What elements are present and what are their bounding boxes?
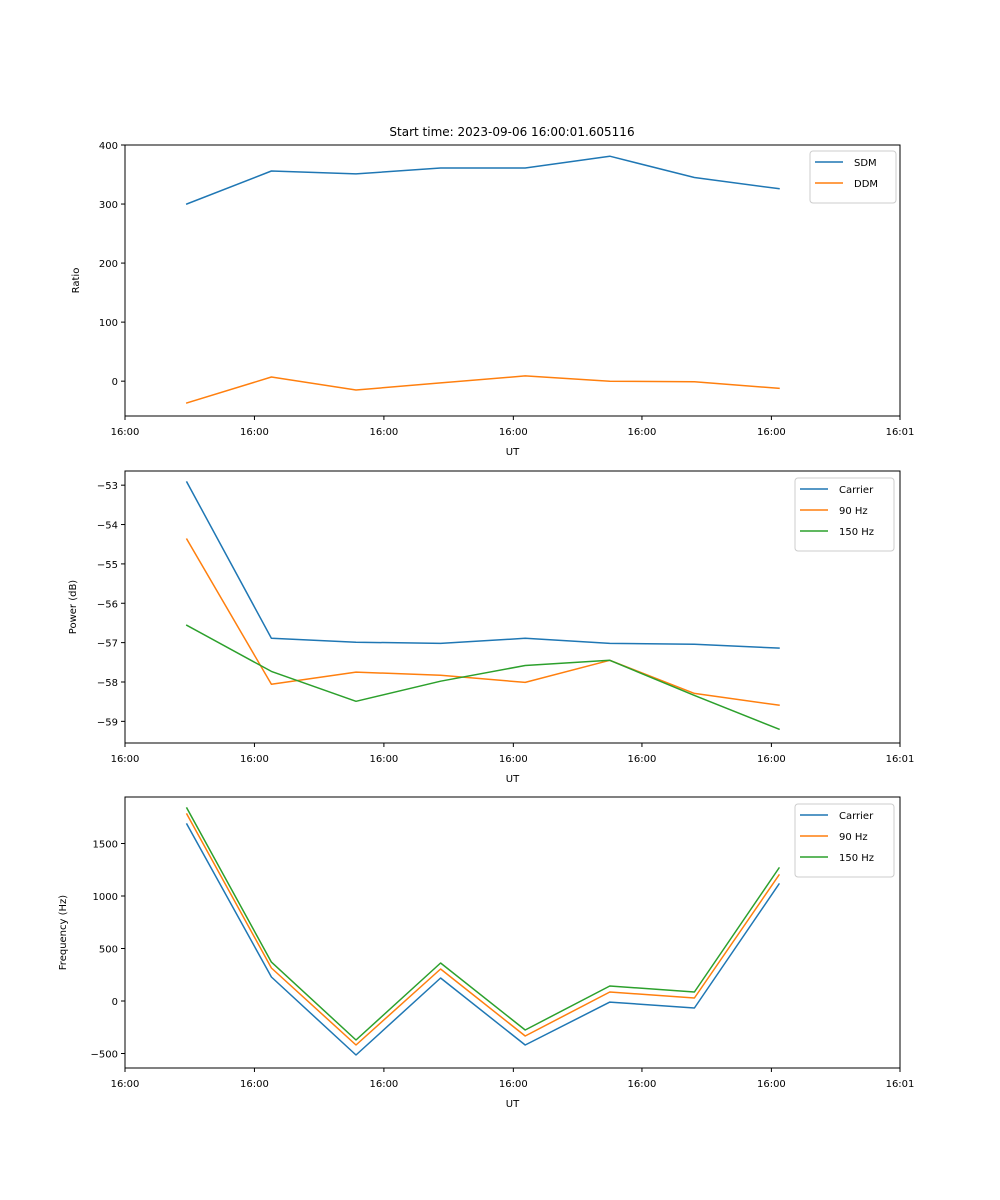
y-axis-label: Power (dB) xyxy=(68,580,79,635)
y-tick-label: −59 xyxy=(97,717,118,728)
legend-box xyxy=(794,477,895,552)
x-tick-label: 16:00 xyxy=(369,754,398,765)
legend-label: Carrier xyxy=(839,811,874,822)
legend-item-carrier: Carrier xyxy=(800,485,874,496)
legend-label: DDM xyxy=(854,179,878,190)
y-tick-label: −55 xyxy=(97,560,118,571)
y-tick-label: 200 xyxy=(99,259,118,270)
y-axis-label: Frequency (Hz) xyxy=(58,895,69,971)
legend-label: 90 Hz xyxy=(839,832,868,843)
series-line-carrier xyxy=(185,480,780,649)
x-tick-label: 16:00 xyxy=(757,427,786,438)
x-tick-label: 16:00 xyxy=(240,1079,269,1090)
legend-label: SDM xyxy=(854,158,877,169)
y-tick-label: 500 xyxy=(99,945,118,956)
legend-item-150-hz: 150 Hz xyxy=(800,853,874,864)
y-tick-label: 300 xyxy=(99,200,118,211)
x-tick-label: 16:00 xyxy=(628,1079,657,1090)
y-tick-label: 0 xyxy=(112,997,118,1008)
x-tick-label: 16:00 xyxy=(240,754,269,765)
x-axis-label: UT xyxy=(506,447,520,458)
x-tick-label: 16:01 xyxy=(886,427,915,438)
y-tick-label: −500 xyxy=(91,1050,118,1061)
legend-label: 90 Hz xyxy=(839,506,868,517)
legend-label: Carrier xyxy=(839,485,874,496)
y-tick-label: 1000 xyxy=(93,892,118,903)
y-tick-label: 1500 xyxy=(93,840,118,851)
y-tick-label: −56 xyxy=(97,599,118,610)
y-tick-label: 100 xyxy=(99,318,118,329)
legend: Carrier 90 Hz 150 Hz xyxy=(794,477,895,552)
x-axis-label: UT xyxy=(506,1099,520,1110)
x-axis-label: UT xyxy=(506,774,520,785)
y-tick-label: 0 xyxy=(112,377,118,388)
axes-frame xyxy=(124,470,901,744)
legend-item-sdm: SDM xyxy=(815,158,877,169)
legend: Carrier 90 Hz 150 Hz xyxy=(794,803,895,878)
y-tick-label: −54 xyxy=(97,521,118,532)
legend-item-90-hz: 90 Hz xyxy=(800,832,868,843)
series-line-150-hz xyxy=(185,624,780,731)
series-line-sdm xyxy=(185,155,780,205)
legend-item-150-hz: 150 Hz xyxy=(800,527,874,538)
legend-item-90-hz: 90 Hz xyxy=(800,506,868,517)
series-line-150-hz xyxy=(185,806,781,1041)
axes-frame xyxy=(124,144,901,417)
axes-frame xyxy=(124,796,901,1069)
series-line-carrier xyxy=(185,822,781,1056)
legend-item-carrier: Carrier xyxy=(800,811,874,822)
series-line-ddm xyxy=(185,375,780,404)
legend-item-ddm: DDM xyxy=(815,179,878,190)
chart-panel-1: 16:00 16:00 16:00 16:00 16:00 16:00 16:01 0 100 2… xyxy=(71,141,914,458)
x-tick-label: 16:01 xyxy=(886,1079,915,1090)
x-tick-label: 16:00 xyxy=(757,1079,786,1090)
x-tick-label: 16:00 xyxy=(757,754,786,765)
series-line-90-hz xyxy=(185,812,781,1046)
y-tick-label: 400 xyxy=(99,141,118,152)
y-axis-label: Ratio xyxy=(71,268,82,294)
x-tick-label: 16:01 xyxy=(886,754,915,765)
chart-panel-2: 16:00 16:00 16:00 16:00 16:00 16:00 16:01 −59 −5… xyxy=(68,470,915,785)
x-tick-label: 16:00 xyxy=(499,427,528,438)
x-tick-label: 16:00 xyxy=(111,427,140,438)
legend-label: 150 Hz xyxy=(839,527,874,538)
x-tick-label: 16:00 xyxy=(628,427,657,438)
legend-label: 150 Hz xyxy=(839,853,874,864)
series-line-90-hz xyxy=(185,538,780,707)
x-tick-label: 16:00 xyxy=(111,1079,140,1090)
x-tick-label: 16:00 xyxy=(369,427,398,438)
y-tick-label: −57 xyxy=(97,639,118,650)
figure-title: Start time: 2023-09-06 16:00:01.605116 xyxy=(389,125,634,139)
y-tick-label: −53 xyxy=(97,481,118,492)
legend: SDM DDM xyxy=(809,150,897,204)
x-tick-label: 16:00 xyxy=(628,754,657,765)
x-tick-label: 16:00 xyxy=(369,1079,398,1090)
x-tick-label: 16:00 xyxy=(499,754,528,765)
legend-box xyxy=(794,803,895,878)
legend-box xyxy=(809,150,897,204)
chart-panel-3: 16:00 16:00 16:00 16:00 16:00 16:00 16:01 −500 0… xyxy=(58,796,915,1110)
x-tick-label: 16:00 xyxy=(499,1079,528,1090)
y-tick-label: −58 xyxy=(97,678,118,689)
x-tick-label: 16:00 xyxy=(240,427,269,438)
x-tick-label: 16:00 xyxy=(111,754,140,765)
